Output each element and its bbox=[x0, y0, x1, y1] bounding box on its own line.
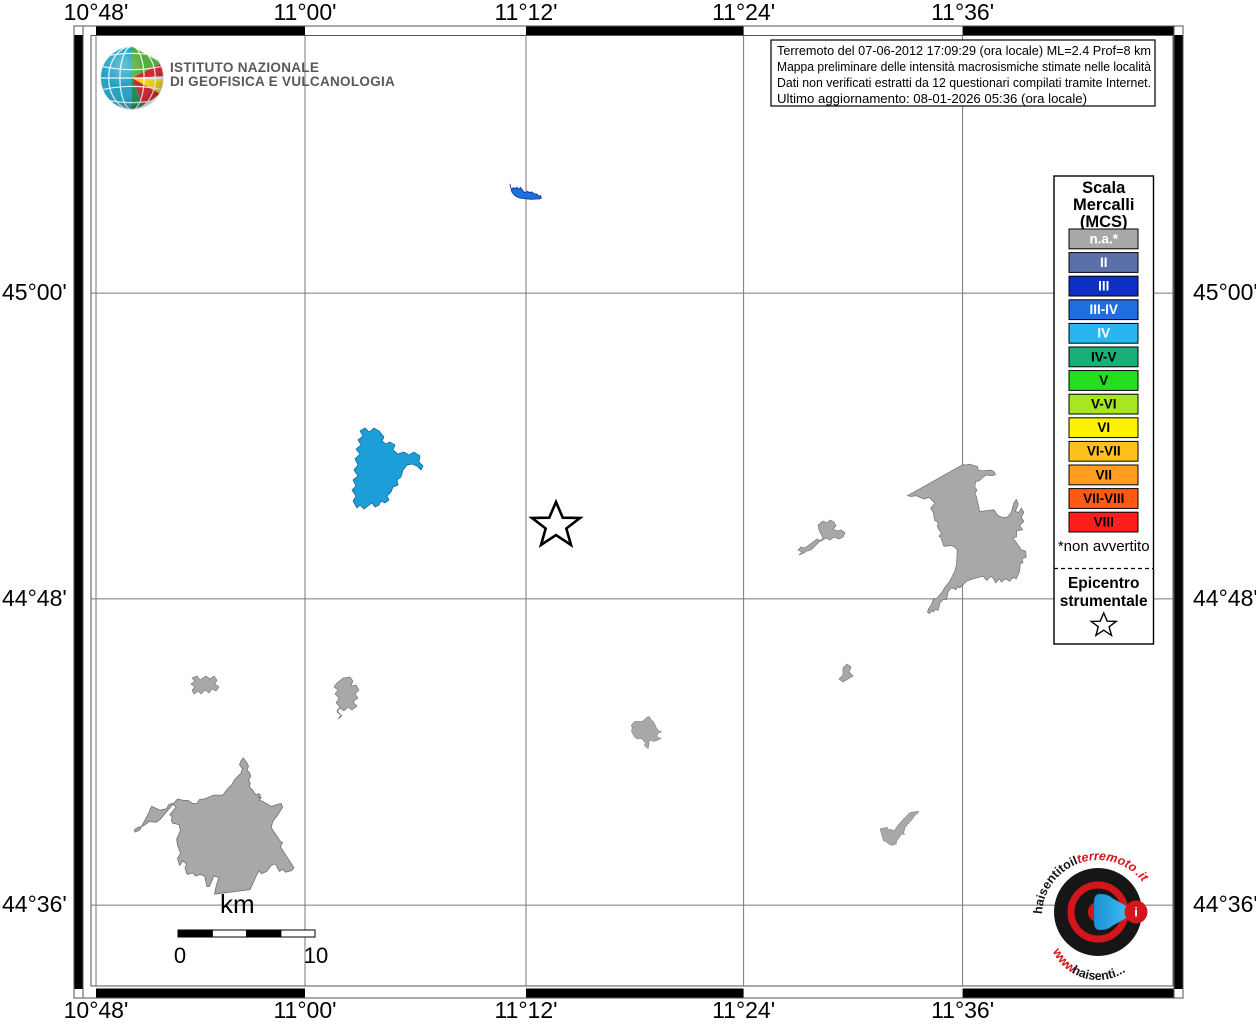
svg-text:0: 0 bbox=[174, 943, 186, 968]
svg-text:11°24': 11°24' bbox=[712, 0, 775, 25]
svg-text:11°00': 11°00' bbox=[273, 997, 336, 1023]
svg-text:11°12': 11°12' bbox=[494, 997, 557, 1023]
svg-text:10°48': 10°48' bbox=[64, 0, 129, 25]
svg-text:V-VI: V-VI bbox=[1091, 397, 1117, 412]
svg-text:Mercalli: Mercalli bbox=[1073, 196, 1134, 214]
svg-text:strumentale: strumentale bbox=[1060, 593, 1148, 610]
svg-text:44°36': 44°36' bbox=[1193, 891, 1256, 917]
svg-text:11°36': 11°36' bbox=[931, 997, 994, 1023]
svg-text:Scala: Scala bbox=[1082, 179, 1126, 197]
svg-text:III: III bbox=[1098, 279, 1109, 294]
svg-text:Epicentro: Epicentro bbox=[1068, 575, 1139, 592]
svg-text:n.a.*: n.a.* bbox=[1089, 231, 1118, 246]
svg-text:Dati non verificati estratti d: Dati non verificati estratti da 12 quest… bbox=[777, 75, 1151, 90]
svg-text:III-IV: III-IV bbox=[1089, 302, 1118, 317]
svg-text:11°24': 11°24' bbox=[712, 997, 775, 1023]
svg-text:11°00': 11°00' bbox=[273, 0, 336, 25]
svg-text:44°48': 44°48' bbox=[2, 585, 67, 611]
svg-text:Ultimo aggiornamento: 08-01-20: Ultimo aggiornamento: 08-01-2026 05:36 (… bbox=[777, 91, 1087, 106]
svg-text:IV-V: IV-V bbox=[1091, 349, 1117, 364]
svg-text:10: 10 bbox=[304, 943, 328, 968]
svg-text:44°36': 44°36' bbox=[2, 891, 67, 917]
svg-text:ISTITUTO NAZIONALE: ISTITUTO NAZIONALE bbox=[170, 60, 319, 75]
svg-text:(MCS): (MCS) bbox=[1080, 213, 1128, 231]
svg-text:11°36': 11°36' bbox=[931, 0, 994, 25]
svg-text:44°48': 44°48' bbox=[1193, 585, 1256, 611]
svg-text:km: km bbox=[220, 889, 255, 919]
svg-text:10°48': 10°48' bbox=[64, 997, 129, 1023]
svg-text:*non avvertito: *non avvertito bbox=[1058, 538, 1150, 555]
svg-text:11°12': 11°12' bbox=[494, 0, 557, 25]
svg-text:Terremoto del 07-06-2012 17:09: Terremoto del 07-06-2012 17:09:29 (ora l… bbox=[777, 43, 1151, 58]
svg-text:V: V bbox=[1099, 373, 1108, 388]
svg-text:VII-VIII: VII-VIII bbox=[1083, 491, 1124, 506]
svg-text:i: i bbox=[1134, 905, 1138, 920]
svg-text:VIII: VIII bbox=[1094, 515, 1114, 530]
svg-text:Mappa preliminare delle intens: Mappa preliminare delle intensità macros… bbox=[777, 59, 1152, 74]
svg-text:VII: VII bbox=[1095, 467, 1112, 482]
svg-text:IV: IV bbox=[1097, 326, 1110, 341]
svg-text:VI: VI bbox=[1097, 420, 1110, 435]
svg-text:45°00': 45°00' bbox=[2, 279, 67, 305]
svg-text:DI GEOFISICA E VULCANOLOGIA: DI GEOFISICA E VULCANOLOGIA bbox=[170, 74, 395, 89]
svg-text:II: II bbox=[1100, 255, 1108, 270]
svg-text:VI-VII: VI-VII bbox=[1087, 444, 1121, 459]
svg-text:45°00': 45°00' bbox=[1193, 279, 1256, 305]
